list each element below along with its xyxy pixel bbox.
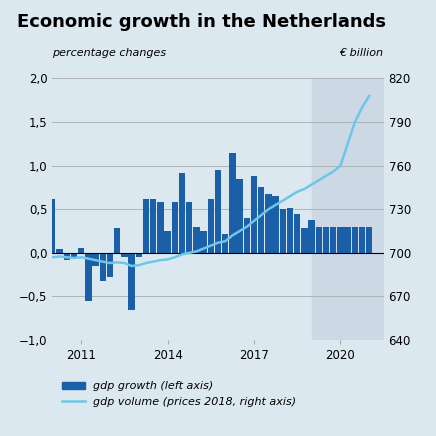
Bar — [179, 173, 185, 253]
Bar — [85, 253, 92, 301]
Bar — [92, 253, 99, 266]
Bar — [215, 170, 221, 253]
Bar — [265, 194, 272, 253]
Bar — [186, 202, 192, 253]
Bar — [71, 253, 77, 257]
Bar — [136, 253, 142, 257]
Bar — [164, 231, 171, 253]
Bar — [244, 218, 250, 253]
Bar — [312, 78, 384, 340]
Bar — [121, 253, 127, 257]
Bar — [366, 227, 372, 253]
Legend: gdp growth (left axis), gdp volume (prices 2018, right axis): gdp growth (left axis), gdp volume (pric… — [58, 377, 301, 412]
Bar — [352, 227, 358, 253]
Bar — [193, 227, 200, 253]
Bar — [330, 227, 337, 253]
Bar — [222, 234, 228, 253]
Bar — [78, 248, 84, 253]
Bar — [99, 253, 106, 281]
Bar — [279, 209, 286, 253]
Bar — [208, 199, 214, 253]
Bar — [114, 228, 120, 253]
Bar — [309, 220, 315, 253]
Bar — [201, 231, 207, 253]
Bar — [172, 202, 178, 253]
Bar — [157, 202, 164, 253]
Text: Economic growth in the Netherlands: Economic growth in the Netherlands — [17, 13, 386, 31]
Bar — [150, 199, 157, 253]
Bar — [236, 179, 243, 253]
Bar — [229, 153, 235, 253]
Bar — [337, 227, 344, 253]
Bar — [128, 253, 135, 310]
Text: € billion: € billion — [340, 48, 384, 58]
Bar — [49, 199, 55, 253]
Bar — [323, 227, 329, 253]
Bar — [64, 253, 70, 260]
Text: percentage changes: percentage changes — [52, 48, 167, 58]
Bar — [56, 249, 63, 253]
Bar — [359, 227, 365, 253]
Bar — [294, 214, 300, 253]
Bar — [251, 176, 257, 253]
Bar — [344, 227, 351, 253]
Bar — [143, 199, 149, 253]
Bar — [272, 196, 279, 253]
Bar — [301, 228, 308, 253]
Bar — [287, 208, 293, 253]
Bar — [107, 253, 113, 277]
Bar — [316, 227, 322, 253]
Bar — [258, 187, 264, 253]
